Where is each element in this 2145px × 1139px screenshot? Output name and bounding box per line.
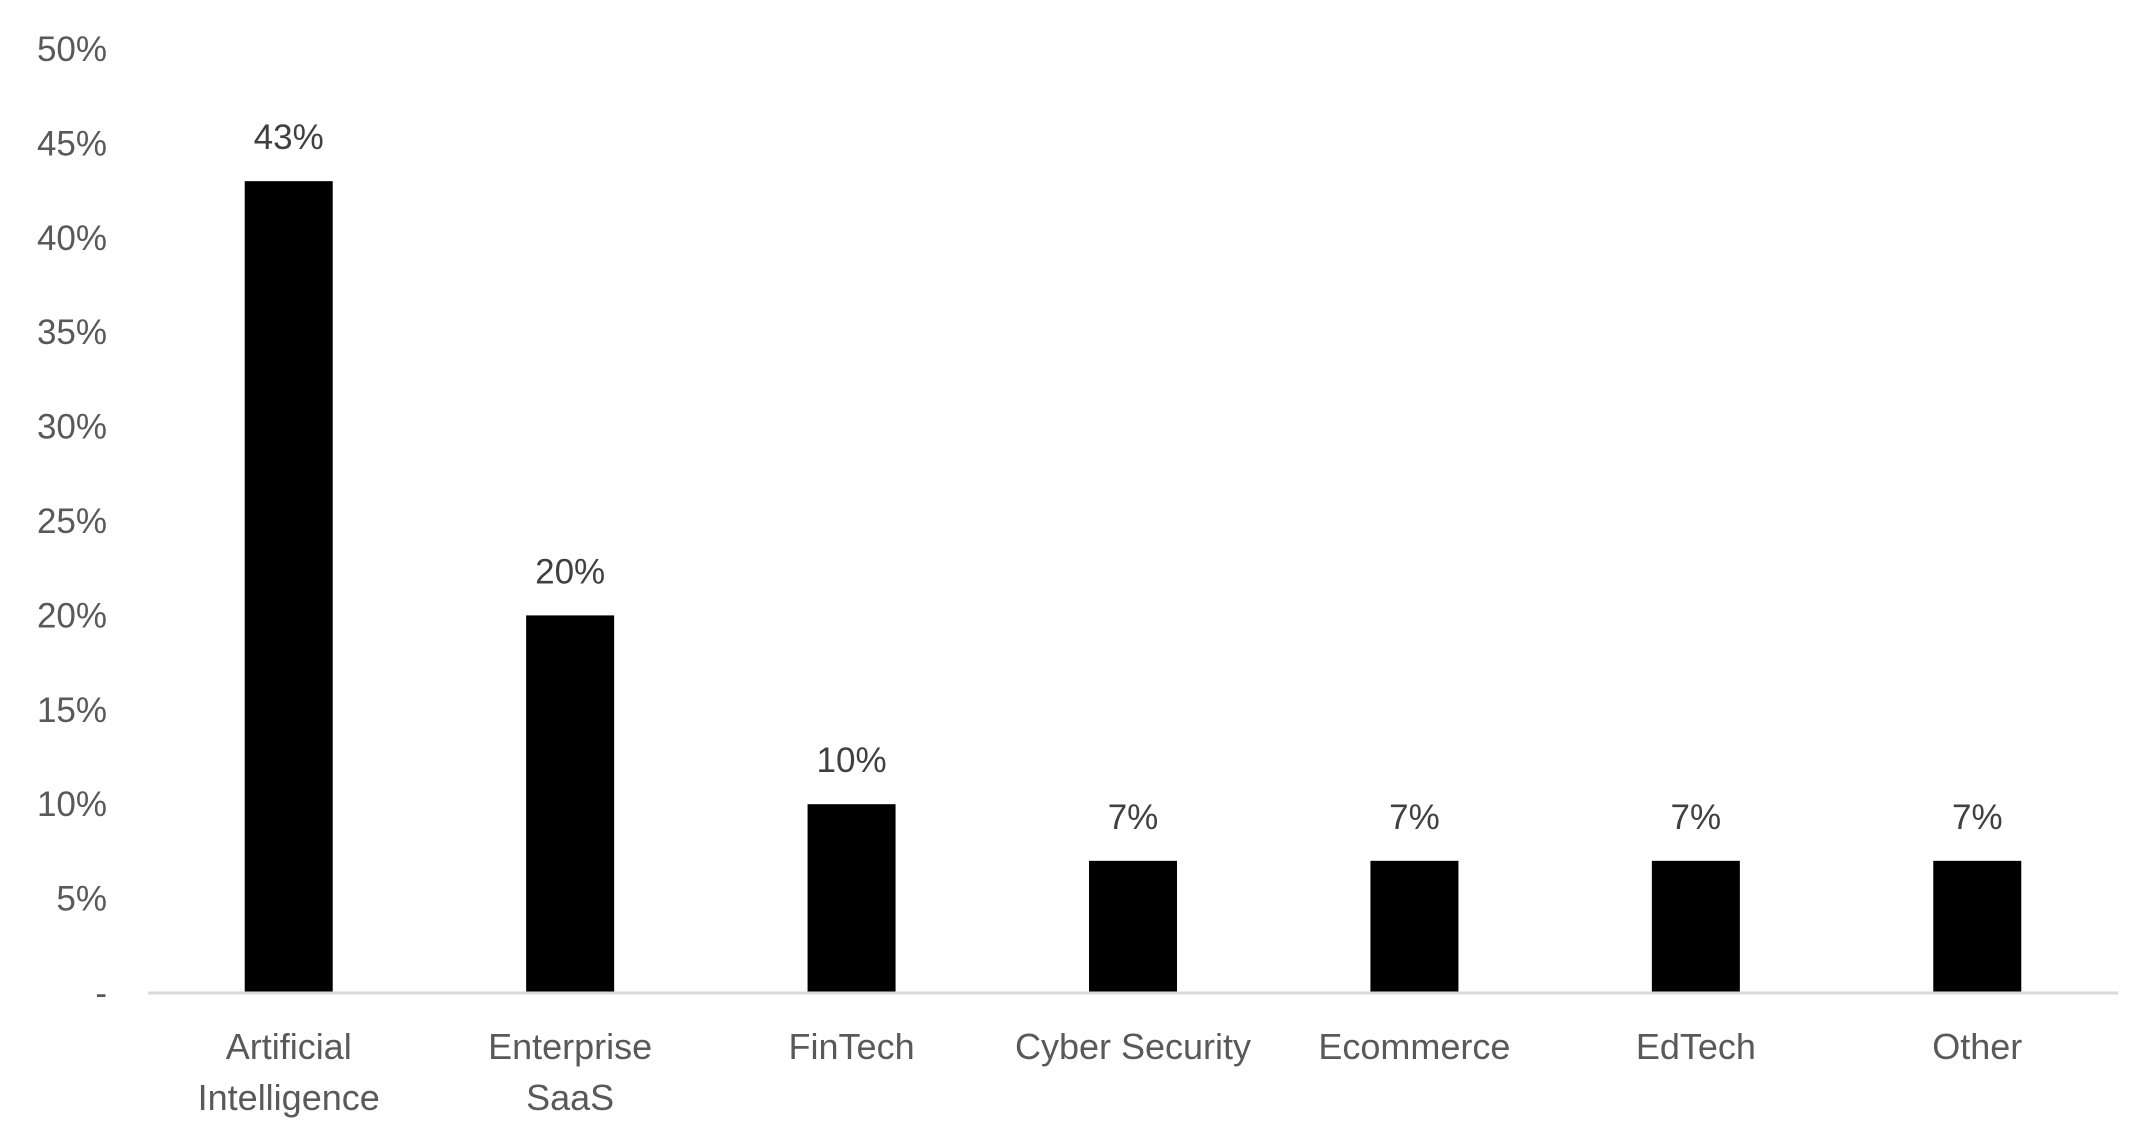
bar-data-label: 7% — [1671, 798, 1722, 837]
y-axis-ticks: - 5% 10% 15% 20% 25% 30% 35% 40% 45% 50% — [37, 30, 107, 1013]
x-tick-label: Enterprise SaaS — [488, 1026, 652, 1118]
y-tick-label: 25% — [37, 502, 107, 541]
bar — [807, 804, 896, 993]
y-tick-label: - — [95, 974, 107, 1013]
y-tick-label: 35% — [37, 313, 107, 352]
bar — [1933, 860, 2022, 993]
bar — [526, 615, 615, 993]
y-tick-label: 40% — [37, 219, 107, 258]
bar-data-label: 7% — [1108, 798, 1159, 837]
y-tick-label: 20% — [37, 596, 107, 635]
bar-data-label: 43% — [254, 118, 324, 157]
bars-group — [244, 181, 2022, 993]
x-tick-label-line: Intelligence — [198, 1077, 380, 1118]
bar — [1651, 860, 1740, 993]
x-tick-label-line: Ecommerce — [1318, 1026, 1510, 1067]
x-tick-label-line: Enterprise — [488, 1026, 652, 1067]
x-tick-label-line: SaaS — [526, 1077, 614, 1118]
x-tick-label: Other — [1932, 1026, 2022, 1067]
x-tick-label: Ecommerce — [1318, 1026, 1510, 1067]
y-tick-label: 5% — [56, 880, 107, 919]
bar-data-label: 20% — [535, 552, 605, 591]
x-tick-label: EdTech — [1636, 1026, 1756, 1067]
x-tick-label: FinTech — [789, 1026, 915, 1067]
x-tick-label: Cyber Security — [1015, 1026, 1251, 1067]
x-axis-labels: Artificial Intelligence Enterprise SaaS FinT… — [198, 1026, 2023, 1118]
y-tick-label: 15% — [37, 691, 107, 730]
bar — [244, 181, 333, 993]
x-tick-label-line: Cyber Security — [1015, 1026, 1251, 1067]
bar — [1089, 860, 1177, 993]
bar-data-label: 10% — [817, 741, 887, 780]
y-tick-label: 50% — [37, 30, 107, 69]
x-tick-label: Artificial Intelligence — [198, 1026, 380, 1118]
bar-data-label: 7% — [1952, 798, 2003, 837]
y-tick-label: 10% — [37, 785, 107, 824]
x-tick-label-line: Artificial — [226, 1026, 352, 1067]
y-tick-label: 45% — [37, 124, 107, 163]
x-tick-label-line: EdTech — [1636, 1026, 1756, 1067]
x-tick-label-line: FinTech — [789, 1026, 915, 1067]
data-labels-group: 43% 20% 10% 7% 7% 7% 7% — [254, 118, 2003, 837]
x-tick-label-line: Other — [1932, 1026, 2022, 1067]
bar — [1370, 860, 1459, 993]
y-tick-label: 30% — [37, 408, 107, 447]
bar-data-label: 7% — [1389, 798, 1440, 837]
